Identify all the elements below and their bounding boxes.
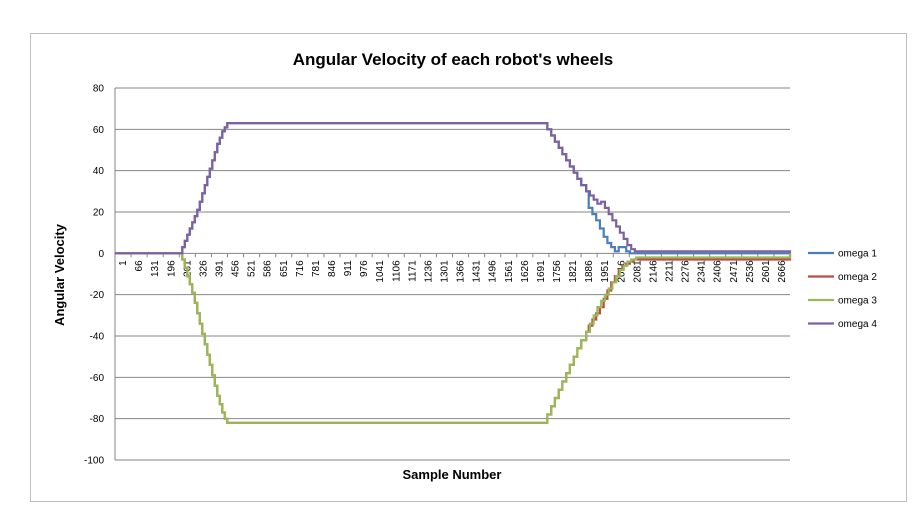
x-tick-label: 2276 bbox=[681, 260, 692, 283]
x-axis-title: Sample Number bbox=[403, 467, 502, 482]
x-tick-label: 456 bbox=[231, 260, 242, 277]
x-tick-label: 66 bbox=[134, 260, 145, 272]
x-tick-label: 1886 bbox=[584, 260, 595, 283]
y-axis-title: Angular Velocity bbox=[52, 223, 67, 326]
legend-label: omega 4 bbox=[838, 319, 877, 330]
legend-label: omega 3 bbox=[838, 296, 877, 307]
y-tick-label: -100 bbox=[84, 456, 104, 467]
x-tick-label: 1626 bbox=[520, 260, 531, 283]
y-tick-label: -80 bbox=[90, 414, 105, 425]
x-tick-label: 2341 bbox=[697, 260, 708, 283]
y-tick-label: -20 bbox=[90, 290, 105, 301]
x-tick-label: 1821 bbox=[568, 260, 579, 283]
y-tick-label: 0 bbox=[98, 249, 104, 260]
chart-title: Angular Velocity of each robot's wheels bbox=[293, 50, 614, 69]
x-tick-label: 2536 bbox=[745, 260, 756, 283]
x-tick-label: 131 bbox=[150, 260, 161, 277]
x-tick-label: 391 bbox=[214, 260, 225, 277]
x-tick-label: 911 bbox=[343, 260, 354, 276]
x-tick-label: 1951 bbox=[600, 260, 611, 283]
series-line-omega-1 bbox=[115, 122, 790, 255]
x-tick-label: 196 bbox=[166, 260, 177, 277]
x-tick-label: 781 bbox=[311, 260, 322, 277]
y-tick-label: 60 bbox=[93, 125, 105, 136]
x-tick-label: 2471 bbox=[729, 260, 740, 283]
y-tick-label: 40 bbox=[93, 166, 105, 177]
x-tick-label: 2406 bbox=[713, 260, 724, 283]
x-tick-label: 1301 bbox=[439, 260, 450, 283]
x-tick-label: 2211 bbox=[664, 260, 675, 282]
x-tick-label: 586 bbox=[263, 260, 274, 277]
x-tick-label: 1496 bbox=[488, 260, 499, 283]
series-lines bbox=[115, 122, 792, 424]
series-line-omega-3 bbox=[115, 252, 792, 424]
x-tick-label: 1366 bbox=[456, 260, 467, 283]
x-tick-label: 1691 bbox=[536, 260, 547, 283]
x-tick-label: 2666 bbox=[777, 260, 788, 283]
y-tick-label: 20 bbox=[93, 208, 105, 219]
legend: omega 1 omega 2 omega 3 omega 4 bbox=[808, 249, 877, 330]
x-tick-label: 651 bbox=[279, 260, 290, 277]
y-tick-label: -60 bbox=[90, 373, 105, 384]
x-tick-label: 976 bbox=[359, 260, 370, 277]
x-tick-label: 1041 bbox=[375, 260, 386, 283]
x-tick-label: 2016 bbox=[616, 260, 627, 283]
x-tick-label: 2601 bbox=[761, 260, 772, 283]
x-tick-label: 1236 bbox=[423, 260, 434, 283]
legend-label: omega 1 bbox=[838, 249, 877, 260]
x-tick-label: 1756 bbox=[552, 260, 563, 283]
x-tick-label: 521 bbox=[247, 260, 258, 277]
y-tick-label: 80 bbox=[93, 84, 105, 95]
x-tick-label: 1106 bbox=[391, 260, 402, 282]
x-tick-label: 2146 bbox=[648, 260, 659, 283]
x-tick-label: 1561 bbox=[504, 260, 515, 283]
x-tick-label: 1171 bbox=[407, 260, 418, 282]
y-tick-label: -40 bbox=[90, 332, 105, 343]
x-tick-label: 846 bbox=[327, 260, 338, 277]
series-line-omega-4 bbox=[115, 122, 792, 255]
y-axis-ticks: 80 60 40 20 0 -20 -40 -60 -80 -100 bbox=[84, 84, 104, 467]
x-tick-label: 326 bbox=[198, 260, 209, 277]
x-tick-label: 1 bbox=[118, 260, 129, 266]
x-tick-label: 716 bbox=[295, 260, 306, 277]
legend-label: omega 2 bbox=[838, 272, 877, 283]
x-tick-label: 2081 bbox=[632, 260, 643, 283]
x-tick-label: 1431 bbox=[472, 260, 483, 283]
